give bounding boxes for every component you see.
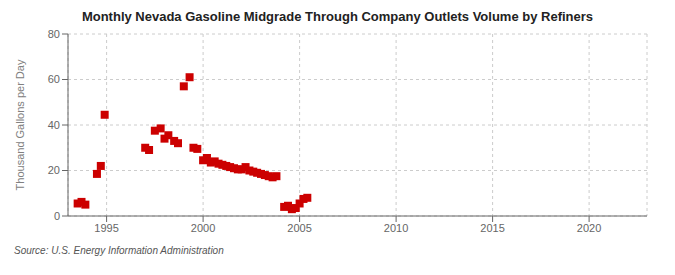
svg-text:20: 20 (48, 164, 60, 176)
svg-text:2010: 2010 (384, 222, 408, 234)
svg-text:0: 0 (54, 210, 60, 222)
svg-text:2005: 2005 (287, 222, 311, 234)
svg-text:40: 40 (48, 119, 60, 131)
svg-text:Thousand Gallons per Day: Thousand Gallons per Day (14, 59, 26, 190)
svg-text:60: 60 (48, 73, 60, 85)
svg-text:2020: 2020 (577, 222, 601, 234)
svg-text:2000: 2000 (191, 222, 215, 234)
html-text:Monthly Nevada Gasoline Midgra: Monthly Nevada Gasoline Midgrade Through… (81, 9, 594, 24)
svg-text:80: 80 (48, 28, 60, 40)
svg-text:2015: 2015 (480, 222, 504, 234)
svg-text:1995: 1995 (94, 222, 118, 234)
html-text:Source: U.S. Energy Informatio: Source: U.S. Energy Information Administ… (14, 245, 224, 256)
